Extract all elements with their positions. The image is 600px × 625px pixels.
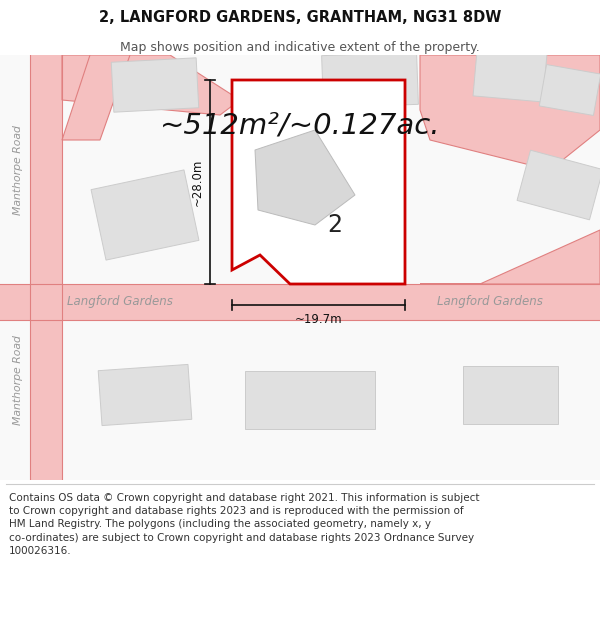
Text: Contains OS data © Crown copyright and database right 2021. This information is : Contains OS data © Crown copyright and d… [9,493,479,556]
Polygon shape [420,230,600,284]
Polygon shape [420,55,600,170]
Polygon shape [232,80,405,284]
Polygon shape [322,52,418,107]
Polygon shape [91,170,199,260]
Text: Manthorpe Road: Manthorpe Road [13,125,23,215]
Polygon shape [245,371,375,429]
Polygon shape [30,55,62,480]
Polygon shape [539,64,600,116]
Polygon shape [255,130,355,225]
Text: 2: 2 [328,213,343,237]
Text: ~512m²/~0.127ac.: ~512m²/~0.127ac. [160,111,440,139]
Text: 2, LANGFORD GARDENS, GRANTHAM, NG31 8DW: 2, LANGFORD GARDENS, GRANTHAM, NG31 8DW [99,10,501,25]
Polygon shape [111,58,199,112]
Text: Manthorpe Road: Manthorpe Road [13,335,23,425]
Text: Langford Gardens: Langford Gardens [437,296,543,309]
Polygon shape [98,364,192,426]
Text: Map shows position and indicative extent of the property.: Map shows position and indicative extent… [120,41,480,54]
Text: Langford Gardens: Langford Gardens [67,296,173,309]
Text: ~19.7m: ~19.7m [295,313,343,326]
Polygon shape [62,55,240,115]
Text: ~28.0m: ~28.0m [191,158,204,206]
Polygon shape [463,366,557,424]
Polygon shape [473,48,547,102]
Polygon shape [0,284,600,320]
Polygon shape [517,150,600,220]
Polygon shape [62,55,130,140]
